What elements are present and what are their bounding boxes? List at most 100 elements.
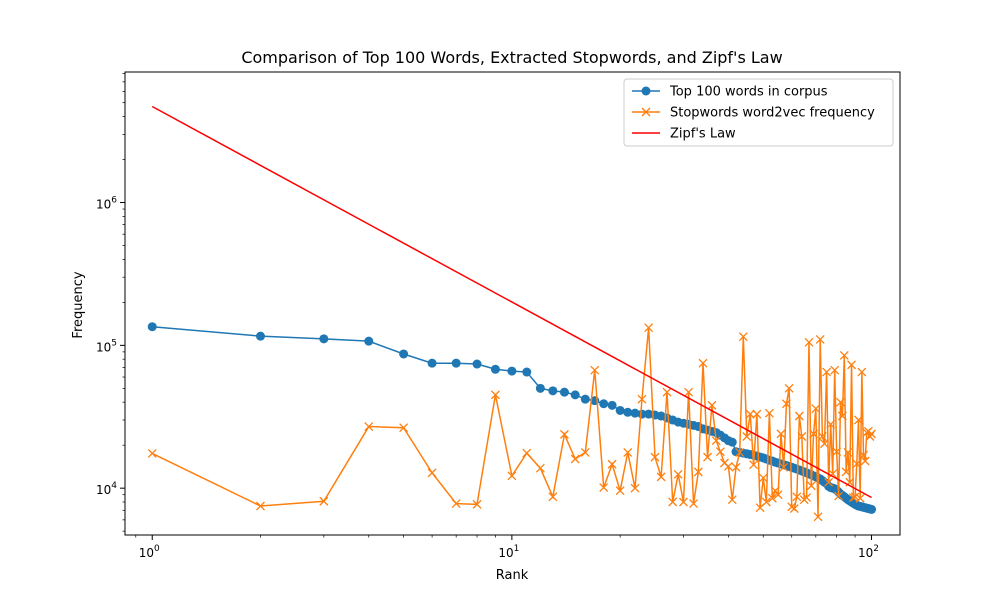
legend-label-zipf: Zipf's Law [670,127,736,142]
data-point-stopwords [804,337,814,347]
data-point-stopwords [830,365,840,375]
data-point-stopwords [399,423,409,433]
x-tick-label-exponent: 1 [514,544,520,554]
y-tick-label-base: 10 [96,198,111,212]
data-point-stopwords [662,387,672,397]
data-point-stopwords [522,448,532,458]
data-point-stopwords [742,432,752,441]
data-point-top-words [490,364,500,374]
y-tick-label-base: 10 [96,340,111,354]
y-tick-label: 105 [96,338,117,354]
x-tick-label: 100 [139,544,160,560]
data-point-stopwords [806,481,816,491]
data-point-stopwords [809,429,819,439]
data-point-top-words [399,349,409,359]
data-point-stopwords [779,462,789,472]
data-point-stopwords [684,387,694,397]
x-tick-label-base: 10 [858,546,873,560]
data-point-stopwords [767,493,777,503]
data-point-top-words [599,399,609,409]
data-point-stopwords [723,461,733,471]
data-point-stopwords [836,397,845,407]
x-tick-label-base: 10 [139,546,154,560]
y-tick-label: 106 [96,196,117,212]
data-point-stopwords [839,350,849,360]
data-point-stopwords [781,399,791,409]
legend-box [623,78,894,147]
data-point-stopwords [693,467,703,477]
data-point-stopwords [735,447,745,457]
data-point-top-words [623,407,633,417]
data-point-stopwords [865,432,875,441]
legend-label-top-words: Top 100 words in corpus [669,85,828,100]
data-point-stopwords [784,383,794,393]
data-point-stopwords [472,499,482,509]
y-tick-label-base: 10 [96,483,111,497]
data-point-top-words [472,359,482,369]
data-point-stopwords [860,456,870,466]
data-point-top-words [615,405,625,415]
data-point-stopwords [820,439,829,449]
data-point-stopwords [859,450,868,460]
data-point-stopwords [715,447,725,457]
data-point-stopwords [824,477,834,487]
y-tick-label-exponent: 6 [111,196,117,206]
x-axis-label: Rank [496,568,529,583]
data-point-stopwords [490,390,500,400]
x-tick-label: 101 [498,544,519,560]
data-point-stopwords [427,468,437,478]
data-point-stopwords [364,422,374,432]
data-point-stopwords [761,497,771,507]
data-point-stopwords [850,492,860,502]
x-tick-label-exponent: 0 [154,544,160,554]
data-point-stopwords [147,448,157,458]
data-point-stopwords [731,462,741,472]
chart-title: Comparison of Top 100 Words, Extracted S… [241,48,782,67]
data-point-top-words [559,387,569,397]
data-point-top-words [630,408,640,418]
data-point-stopwords [773,490,783,500]
data-point-stopwords [867,429,876,439]
data-point-stopwords [797,432,807,441]
data-point-stopwords [644,323,654,333]
data-point-stopwords [711,436,721,446]
data-point-stopwords [559,429,569,439]
data-point-stopwords [689,499,699,509]
y-tick-label: 104 [96,481,117,497]
data-point-stopwords [764,408,774,418]
data-point-stopwords [834,491,844,501]
plot-frame [124,71,901,536]
data-point-stopwords [745,409,755,419]
data-point-top-words [867,504,877,514]
y-tick-label-exponent: 4 [111,481,117,491]
data-point-stopwords [679,497,688,507]
data-point-stopwords [607,459,617,469]
data-point-stopwords [843,447,853,457]
data-point-stopwords [256,501,265,511]
data-point-stopwords [758,473,768,483]
data-point-stopwords [570,454,580,464]
data-point-stopwords [832,447,842,457]
data-point-stopwords [727,495,737,505]
data-point-stopwords [599,483,609,493]
series-zipf [151,105,872,499]
data-point-stopwords [789,504,799,514]
data-point-stopwords [828,469,838,479]
series-stopwords [147,323,876,522]
data-point-top-words [637,409,647,419]
data-point-stopwords [792,492,802,502]
data-point-stopwords [813,512,823,522]
data-point-stopwords [855,493,865,503]
data-point-stopwords [319,496,329,506]
x-tick-label-base: 10 [498,546,513,560]
data-point-stopwords [548,492,558,502]
data-point-stopwords [847,360,857,370]
legend-marker-top-words [641,86,651,96]
data-point-top-words [507,366,517,376]
data-point-stopwords [817,432,827,441]
legend-label-stopwords: Stopwords word2vec frequency [670,106,875,121]
data-point-stopwords [852,459,862,469]
data-point-stopwords [650,452,660,462]
data-point-top-words [570,390,580,400]
data-point-stopwords [776,429,786,439]
